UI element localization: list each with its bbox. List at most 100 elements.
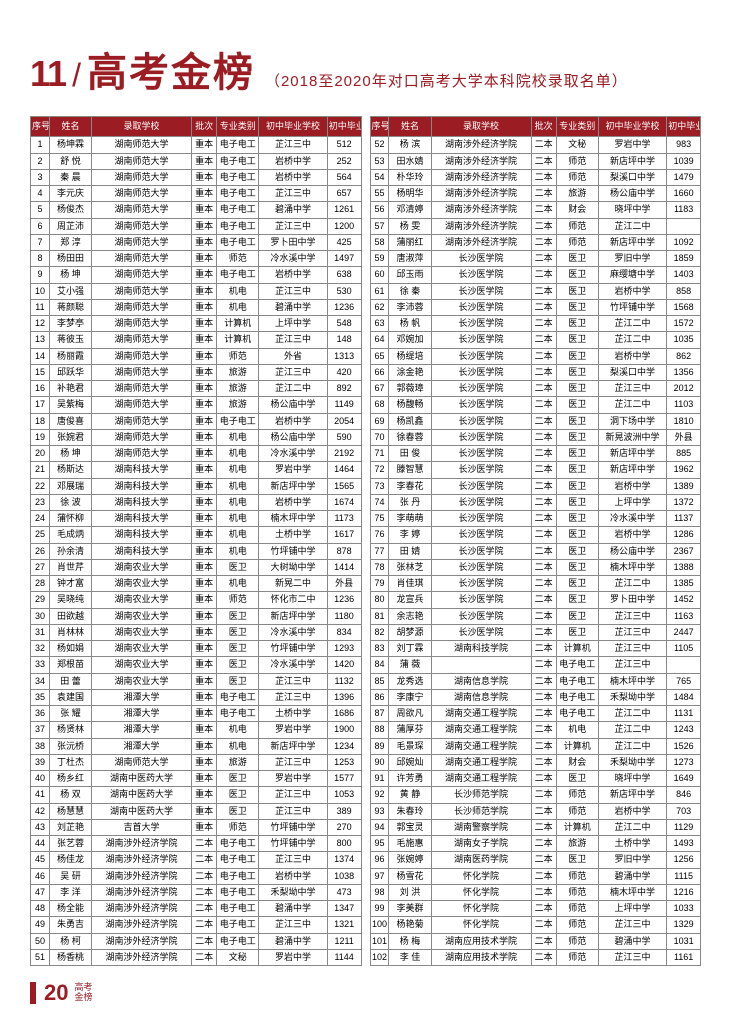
table-cell: 肖世芹	[49, 559, 91, 575]
table-cell: 邱跃华	[49, 364, 91, 380]
table-cell: 23	[31, 494, 50, 510]
table-cell: 1103	[667, 397, 701, 413]
table-cell: 91	[370, 771, 389, 787]
table-cell: 李美群	[389, 901, 431, 917]
table-row: 66涂金艳长沙医学院二本医卫梨溪口中学1356	[370, 364, 701, 380]
table-cell: 芷江二中	[598, 738, 666, 754]
table-cell: 270	[327, 819, 361, 835]
table-row: 50杨 柯湖南涉外经济学院二本电子电工碧涌中学1211	[31, 933, 362, 949]
table-cell: 芷江三中	[259, 332, 327, 348]
table-cell: 二本	[531, 738, 556, 754]
table-cell: 17	[31, 397, 50, 413]
table-cell: 医卫	[556, 348, 598, 364]
table-cell: 二本	[531, 754, 556, 770]
table-cell: 岩桥中学	[259, 413, 327, 429]
table-row: 38张沅桥湘潭大学重本机电新店坪中学1234	[31, 738, 362, 754]
table-cell: 唐淑萍	[389, 251, 431, 267]
table-cell: 湖南中医药大学	[92, 803, 192, 819]
table-cell: 医卫	[217, 673, 259, 689]
table-cell: 医卫	[217, 624, 259, 640]
table-cell: 旅游	[556, 186, 598, 202]
table-cell: 田水婧	[389, 153, 431, 169]
table-cell: 杨乡红	[49, 771, 91, 787]
table-cell: 师范	[217, 819, 259, 835]
table-cell: 1129	[667, 819, 701, 835]
table-cell: 二本	[192, 884, 217, 900]
table-cell: 长沙医学院	[431, 478, 531, 494]
table-cell: 医卫	[556, 494, 598, 510]
table-cell: 湖南涉外经济学院	[92, 949, 192, 965]
table-cell: 长沙医学院	[431, 332, 531, 348]
table-cell: 二本	[531, 348, 556, 364]
table-cell: 邓展瑞	[49, 478, 91, 494]
table-cell: 重本	[192, 576, 217, 592]
table-cell: 36	[31, 706, 50, 722]
table-cell: 二本	[531, 527, 556, 543]
table-row: 59唐淑萍长沙医学院二本医卫罗旧中学1859	[370, 251, 701, 267]
table-cell: 徐 波	[49, 494, 91, 510]
table-cell: 重本	[192, 738, 217, 754]
table-cell: 1211	[327, 933, 361, 949]
table-cell: 530	[327, 283, 361, 299]
table-cell: 长沙医学院	[431, 413, 531, 429]
table-cell: 张 耀	[49, 706, 91, 722]
table-row: 70徐春蓉长沙医学院二本医卫新晃波洲中学外县	[370, 429, 701, 445]
table-cell: 二本	[192, 852, 217, 868]
table-cell: 二本	[531, 836, 556, 852]
table-cell: 二本	[531, 852, 556, 868]
table-cell: 冷水溪中学	[259, 624, 327, 640]
table-cell: 39	[31, 754, 50, 770]
table-cell: 医卫	[556, 316, 598, 332]
table-cell: 1329	[667, 917, 701, 933]
table-cell: 冷水溪中学	[598, 511, 666, 527]
table-cell: 二本	[531, 706, 556, 722]
table-cell: 重本	[192, 137, 217, 153]
table-cell: 74	[370, 494, 389, 510]
table-cell: 医卫	[556, 624, 598, 640]
table-cell: 20	[31, 446, 50, 462]
table-cell: 95	[370, 836, 389, 852]
table-cell: 重本	[192, 559, 217, 575]
table-cell: 81	[370, 608, 389, 624]
table-cell: 蒋彼玉	[49, 332, 91, 348]
footer: 20 高考 金榜	[30, 980, 701, 1006]
table-cell: 周芷沛	[49, 218, 91, 234]
table-cell: 周欲凡	[389, 706, 431, 722]
table-cell: 毛成炳	[49, 527, 91, 543]
table-cell: 李春花	[389, 478, 431, 494]
table-row: 51杨香桃湖南涉外经济学院二本文秘罗岩中学1144	[31, 949, 362, 965]
table-cell: 16	[31, 381, 50, 397]
table-cell: 湘潭大学	[92, 689, 192, 705]
table-cell: 电子电工	[217, 413, 259, 429]
table-cell: 46	[31, 868, 50, 884]
table-row: 27肖世芹湖南农业大学重本医卫大树坳中学1414	[31, 559, 362, 575]
table-cell: 医卫	[556, 462, 598, 478]
table-cell: 新店坪中学	[598, 446, 666, 462]
table-cell: 芷江二中	[259, 381, 327, 397]
table-cell: 湖南师范大学	[92, 364, 192, 380]
table-cell: 芷江二中	[598, 397, 666, 413]
table-cell: 湖南科技大学	[92, 511, 192, 527]
col-header: 专业类别	[217, 117, 259, 137]
table-cell: 二本	[531, 251, 556, 267]
table-cell: 101	[370, 933, 389, 949]
table-cell: 1035	[667, 332, 701, 348]
table-cell: 重本	[192, 251, 217, 267]
table-cell: 芷江三中	[259, 689, 327, 705]
table-cell: 二本	[531, 169, 556, 185]
table-cell: 钟才富	[49, 576, 91, 592]
table-cell: 湖南师范大学	[92, 169, 192, 185]
table-cell: 1137	[667, 511, 701, 527]
table-cell: 肖林林	[49, 624, 91, 640]
table-cell: 旅游	[217, 381, 259, 397]
table-cell: 湖南农业大学	[92, 624, 192, 640]
table-row: 11蒋颜聪湖南师范大学重本机电碧涌中学1236	[31, 299, 362, 315]
table-cell: 二本	[531, 787, 556, 803]
table-cell: 二本	[192, 917, 217, 933]
table-cell: 医卫	[556, 381, 598, 397]
table-cell: 重本	[192, 819, 217, 835]
table-cell: 94	[370, 819, 389, 835]
table-row: 17吴紫梅湖南师范大学重本旅游杨公庙中学1149	[31, 397, 362, 413]
table-row: 21杨斯达湖南科技大学重本机电罗岩中学1464	[31, 462, 362, 478]
table-cell: 二本	[531, 949, 556, 965]
